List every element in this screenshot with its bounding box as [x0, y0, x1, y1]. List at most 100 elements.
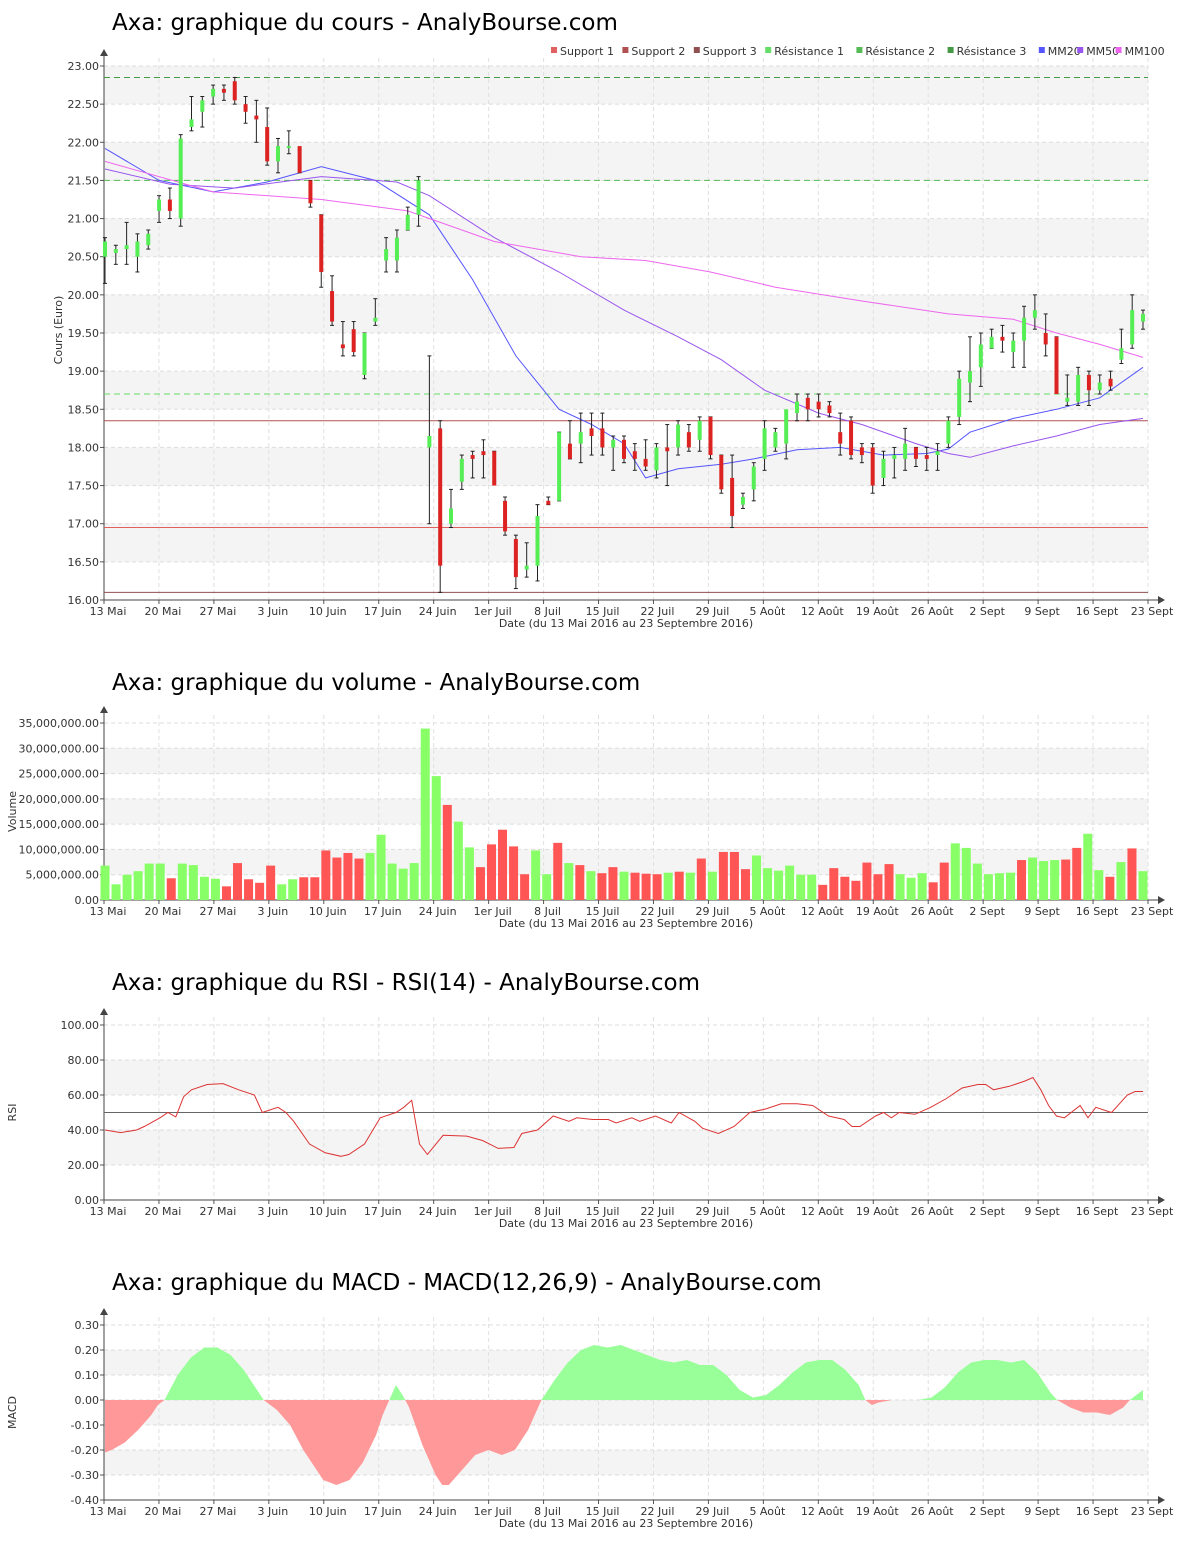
x-axis-arrow — [1158, 896, 1165, 904]
volume-bar — [674, 871, 684, 900]
candle-body — [924, 455, 929, 459]
candle-body — [146, 233, 151, 246]
volume-bar — [398, 868, 408, 900]
candle-body — [276, 146, 280, 162]
y-tick-label: 18.50 — [68, 403, 100, 416]
volume-bar — [586, 871, 596, 900]
volume-bar — [277, 884, 287, 900]
volume-bar — [718, 851, 728, 900]
x-tick-label: 16 Sept — [1076, 1505, 1119, 1518]
volume-bar — [288, 879, 298, 900]
legend-label: MM50 — [1086, 45, 1119, 58]
candle-body — [978, 344, 983, 368]
candle-body — [481, 451, 486, 456]
candle-body — [513, 538, 518, 578]
candle-body — [1141, 313, 1145, 322]
rsi-line — [104, 1076, 1143, 1157]
x-tick-label: 5 Août — [749, 1205, 786, 1218]
volume-bar — [1039, 861, 1049, 900]
candle-body — [113, 249, 118, 253]
y-tick-label: 21.00 — [68, 213, 100, 226]
x-tick-label: 9 Sept — [1024, 905, 1060, 918]
x-tick-label: 24 Juin — [419, 605, 457, 618]
candle-body — [773, 432, 778, 448]
volume-bar — [310, 877, 320, 900]
grid-band — [104, 218, 1148, 257]
candle-body — [676, 424, 681, 448]
volume-bar — [266, 865, 276, 900]
rsi-chart-title: Axa: graphique du RSI - RSI(14) - AnalyB… — [112, 970, 700, 996]
y-tick-label: 18.00 — [68, 441, 100, 454]
volume-bar — [475, 867, 485, 900]
x-tick-label: 27 Mai — [200, 1505, 237, 1518]
candle-body — [751, 466, 756, 490]
volume-bar — [100, 865, 110, 900]
candle-body — [265, 127, 270, 162]
volume-bar — [409, 863, 419, 900]
candle-body — [870, 447, 875, 486]
legend-swatch — [551, 47, 557, 53]
x-tick-label: 2 Sept — [969, 605, 1005, 618]
volume-bar — [564, 863, 574, 900]
y-axis-arrow — [100, 1308, 108, 1315]
volume-bar — [873, 874, 883, 900]
volume-bar — [1138, 871, 1148, 900]
macd-positive-area — [541, 1345, 866, 1400]
volume-bar — [221, 886, 231, 900]
volume-bar — [431, 776, 441, 900]
y-tick-label: 0.00 — [75, 894, 100, 907]
candle-body — [416, 180, 421, 215]
y-tick-label: 16.50 — [68, 556, 100, 569]
x-tick-label: 10 Juin — [309, 605, 347, 618]
grid-band — [104, 371, 1148, 410]
volume-bar — [818, 884, 828, 900]
grid-band — [104, 294, 1148, 333]
candle-body — [665, 447, 670, 452]
candle-body — [405, 214, 410, 231]
candle-body — [957, 378, 962, 417]
candle-body — [740, 497, 745, 505]
y-tick-label: 20.00 — [68, 1159, 100, 1172]
x-axis-arrow — [1158, 1196, 1165, 1204]
x-tick-label: 10 Juin — [309, 1205, 347, 1218]
candle-body — [394, 237, 399, 261]
legend-label: Support 2 — [631, 45, 685, 58]
candle-body — [503, 500, 508, 532]
y-axis-label: Cours (Euro) — [52, 296, 65, 365]
volume-bar — [199, 876, 209, 900]
candle-body — [1119, 348, 1124, 360]
candle-body — [373, 317, 378, 322]
legend-swatch — [947, 47, 954, 53]
y-tick-label: 5,000,000.00 — [26, 869, 99, 882]
x-tick-label: 13 Mai — [90, 1205, 127, 1218]
x-tick-label: 23 Sept — [1131, 1505, 1174, 1518]
candle-body — [578, 432, 583, 444]
y-tick-label: 25,000,000.00 — [19, 768, 99, 781]
candle-body — [1065, 397, 1070, 402]
volume-bar — [332, 857, 342, 900]
candle-body — [816, 401, 821, 410]
candle-body — [1054, 336, 1059, 395]
candle-body — [167, 199, 172, 211]
candle-body — [903, 443, 908, 459]
candle-body — [330, 291, 335, 322]
candle-body — [1000, 336, 1005, 341]
x-tick-label: 20 Mai — [145, 905, 182, 918]
y-tick-label: 0.10 — [75, 1369, 100, 1382]
candle-body — [211, 88, 216, 97]
macd-negative-area — [105, 1400, 165, 1453]
candle-body — [557, 432, 562, 501]
y-tick-label: 100.00 — [61, 1019, 100, 1032]
volume-bar — [188, 865, 198, 900]
y-tick-label: -0.40 — [71, 1494, 99, 1507]
candle-body — [989, 336, 994, 349]
y-tick-label: 20.00 — [68, 289, 100, 302]
x-tick-label: 16 Sept — [1076, 605, 1119, 618]
candle-body — [470, 455, 475, 459]
y-tick-label: 0.30 — [75, 1319, 100, 1332]
legend-swatch — [765, 47, 772, 53]
x-tick-label: 1er Juil — [474, 905, 512, 918]
x-tick-label: 26 Août — [911, 1505, 955, 1518]
y-axis-arrow — [100, 706, 108, 713]
volume-bar — [630, 872, 640, 900]
